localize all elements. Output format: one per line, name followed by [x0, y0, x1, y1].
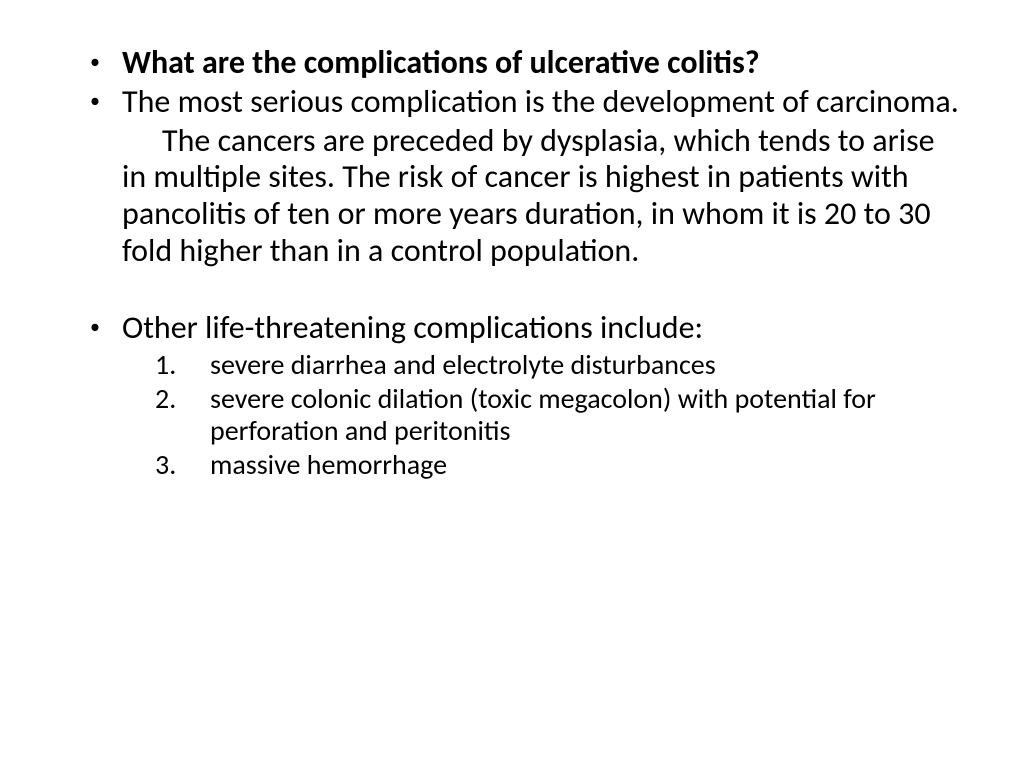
list-item: 3. massive hemorrhage: [155, 449, 964, 481]
bullet-question: • What are the complications of ulcerati…: [90, 45, 964, 82]
list-item-text: severe diarrhea and electrolyte disturba…: [210, 349, 964, 381]
spacer: [60, 270, 964, 310]
list-item: 1. severe diarrhea and electrolyte distu…: [155, 349, 964, 381]
number-mark: 3.: [155, 449, 210, 481]
bullet-text: What are the complications of ulcerative…: [122, 45, 964, 82]
bullet-text: The most serious complication is the dev…: [122, 84, 964, 121]
list-item: 2. severe colonic dilation (toxic megaco…: [155, 383, 964, 447]
paragraph-detail: The cancers are preceded by dysplasia, w…: [122, 123, 964, 270]
list-item-text: severe colonic dilation (toxic megacolon…: [210, 383, 964, 447]
bullet-mark-icon: •: [90, 45, 122, 82]
bullet-mark-icon: •: [90, 310, 122, 347]
bullet-other-complications: • Other life-threatening complications i…: [90, 310, 964, 347]
bullet-text: Other life-threatening complications inc…: [122, 310, 964, 347]
bullet-main-complication: • The most serious complication is the d…: [90, 84, 964, 121]
list-item-text: massive hemorrhage: [210, 449, 964, 481]
number-mark: 1.: [155, 349, 210, 381]
number-mark: 2.: [155, 383, 210, 447]
bullet-mark-icon: •: [90, 84, 122, 121]
